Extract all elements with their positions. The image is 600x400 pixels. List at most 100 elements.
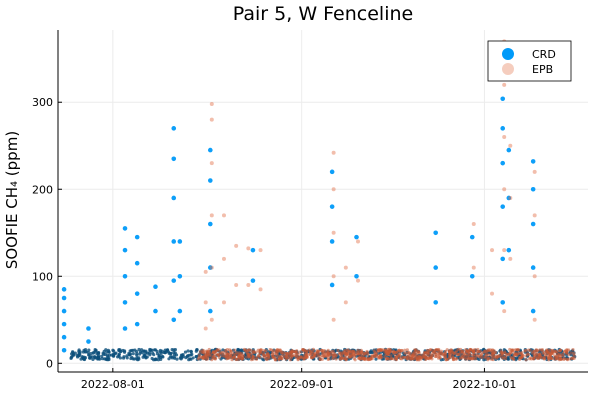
legend: CRD EPB: [487, 40, 572, 82]
data-point-epb: [502, 82, 507, 87]
data-point-epb: [203, 269, 208, 274]
baseline-point: [385, 350, 389, 354]
baseline-point: [273, 358, 278, 362]
baseline-point: [345, 357, 349, 361]
baseline-point: [443, 356, 447, 360]
data-point-crd: [122, 247, 128, 253]
baseline-point: [94, 349, 98, 353]
x-tick-label: 2022-10-01: [452, 378, 516, 391]
baseline-point: [217, 353, 221, 358]
baseline-point: [282, 351, 286, 355]
baseline-point: [163, 351, 167, 355]
baseline-point: [372, 349, 376, 353]
data-point-epb: [234, 243, 239, 248]
baseline-point: [406, 354, 411, 358]
data-point-crd: [61, 308, 67, 314]
baseline-point: [100, 354, 104, 358]
baseline-point: [558, 348, 562, 353]
baseline-point: [222, 352, 227, 356]
baseline-point: [154, 357, 158, 361]
data-point-epb: [502, 135, 507, 140]
baseline-point: [451, 354, 455, 358]
baseline-point: [558, 356, 562, 361]
baseline-point: [82, 357, 86, 361]
baseline-point: [370, 357, 374, 361]
data-point-epb: [502, 248, 507, 253]
y-axis-label: SOOFIE CH₄ (ppm): [3, 131, 21, 269]
baseline-point: [290, 349, 294, 353]
baseline-point: [403, 348, 407, 352]
baseline-point: [232, 354, 237, 358]
baseline-point: [231, 351, 235, 356]
baseline-point: [540, 355, 544, 360]
baseline-point: [279, 356, 283, 360]
baseline-point: [349, 349, 353, 353]
legend-label-epb: EPB: [532, 63, 553, 76]
baseline-point: [360, 354, 364, 358]
baseline-point: [321, 349, 325, 353]
baseline-point: [493, 355, 497, 359]
baseline-point: [137, 347, 141, 352]
data-point-crd: [177, 308, 183, 314]
baseline-point: [131, 352, 135, 356]
baseline-point: [326, 357, 330, 361]
data-point-epb: [508, 195, 513, 200]
baseline-point: [172, 353, 177, 357]
baseline-point: [451, 357, 455, 362]
baseline-point: [220, 354, 225, 358]
baseline-point: [553, 354, 557, 358]
baseline-point: [502, 355, 506, 359]
baseline-point: [249, 348, 253, 352]
data-point-crd: [207, 147, 213, 153]
data-point-crd: [500, 126, 506, 131]
data-point-epb: [246, 246, 251, 251]
data-point-crd: [153, 284, 158, 290]
baseline-point: [466, 357, 470, 361]
baseline-point: [473, 347, 477, 352]
baseline-point: [421, 356, 425, 360]
data-point-crd: [469, 273, 475, 279]
data-point-crd: [134, 291, 140, 296]
baseline-point: [432, 348, 436, 353]
baseline-point: [325, 350, 330, 354]
data-point-epb: [532, 213, 537, 218]
baseline-point: [90, 355, 94, 359]
baseline-point: [173, 348, 177, 352]
baseline-point: [490, 348, 494, 352]
baseline-point: [438, 351, 442, 355]
baseline-point: [93, 356, 97, 360]
data-point-crd: [433, 265, 439, 270]
baseline-point: [572, 353, 576, 358]
baseline-point: [469, 348, 473, 352]
data-point-crd: [171, 278, 177, 283]
baseline-point: [567, 353, 571, 357]
data-point-crd: [433, 300, 439, 305]
baseline-point: [443, 352, 447, 356]
baseline-point: [331, 357, 335, 361]
y-tick-label: 200: [32, 183, 53, 196]
baseline-point: [431, 351, 435, 355]
baseline-point: [413, 348, 417, 352]
data-point-crd: [171, 156, 177, 162]
baseline-point: [121, 356, 126, 360]
baseline-point: [473, 357, 478, 361]
data-point-epb: [356, 278, 361, 283]
data-point-epb: [209, 317, 214, 322]
baseline-point: [362, 351, 367, 355]
baseline-point: [482, 349, 487, 354]
baseline-point: [561, 352, 565, 356]
baseline-point: [496, 355, 500, 359]
baseline-point: [456, 347, 461, 351]
baseline-point: [294, 356, 299, 360]
baseline-point: [375, 353, 379, 357]
baseline-point: [334, 357, 338, 361]
baseline-point: [500, 353, 504, 357]
plot-area: [61, 39, 577, 362]
data-point-crd: [122, 226, 128, 231]
data-point-crd: [329, 169, 335, 175]
baseline-point: [476, 347, 480, 352]
data-point-epb: [532, 169, 537, 174]
axes: 0 100 200 300 2022-08-01 2022-09-01 2022-10-01: [32, 30, 588, 391]
baseline-point: [293, 350, 297, 354]
baseline-point: [564, 351, 569, 356]
